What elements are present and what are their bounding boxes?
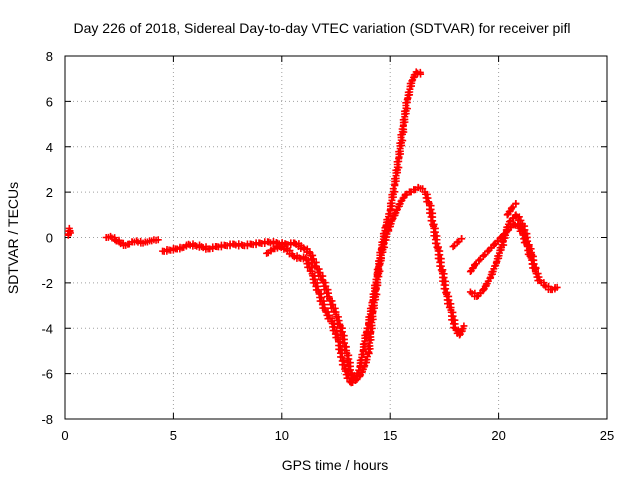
series-seg-late-a	[421, 188, 468, 339]
data-point	[391, 188, 399, 196]
y-tick-label: -2	[41, 276, 53, 291]
series-seg-start	[64, 224, 74, 239]
y-tick-label: 6	[46, 94, 53, 109]
data-point	[508, 204, 516, 212]
data-point	[458, 235, 466, 243]
data-point	[389, 185, 397, 193]
data-point	[316, 269, 324, 277]
data-point	[66, 229, 74, 237]
y-tick-label: -4	[41, 321, 53, 336]
x-tick-label: 15	[383, 428, 397, 443]
data-point	[343, 367, 351, 375]
data-points	[64, 68, 561, 387]
y-tick-label: -8	[41, 412, 53, 427]
data-point	[324, 308, 332, 316]
data-point	[309, 251, 317, 259]
data-point	[475, 256, 483, 264]
data-point	[531, 265, 539, 273]
y-tick-label: -6	[41, 367, 53, 382]
chart-title: Day 226 of 2018, Sidereal Day-to-day VTE…	[74, 20, 571, 36]
data-point	[309, 255, 317, 263]
x-tick-label: 0	[61, 428, 68, 443]
axis-ticks: 0 5 10 15 20 25 -8 -6 -4 -2 0 2 4 6 8	[41, 49, 614, 443]
series-seg-early	[102, 232, 162, 249]
data-point	[471, 261, 479, 269]
x-axis-label: GPS time / hours	[282, 457, 389, 473]
data-point	[512, 199, 520, 207]
data-point	[553, 283, 561, 291]
data-point	[344, 371, 352, 379]
data-point	[374, 279, 382, 287]
data-point	[154, 236, 162, 244]
x-tick-label: 25	[600, 428, 614, 443]
data-point	[417, 70, 425, 78]
y-tick-label: 0	[46, 231, 53, 246]
y-axis-label: SDTVAR / TECUs	[5, 182, 21, 294]
data-point	[534, 270, 542, 278]
x-tick-label: 5	[170, 428, 177, 443]
y-tick-label: 2	[46, 185, 53, 200]
y-tick-label: 4	[46, 140, 53, 155]
data-point	[466, 288, 474, 296]
data-point	[535, 273, 543, 281]
series-seg-late-b	[449, 235, 466, 251]
data-point	[359, 340, 367, 348]
data-point	[386, 199, 394, 207]
x-tick-label: 10	[275, 428, 289, 443]
series-seg-late-e	[503, 199, 520, 219]
data-point	[460, 322, 468, 330]
series-seg-main-b	[263, 68, 425, 387]
grid-lines	[65, 56, 607, 419]
series-seg-late-d	[466, 211, 540, 300]
y-tick-label: 8	[46, 49, 53, 64]
data-point	[369, 290, 377, 298]
data-point	[315, 265, 323, 273]
x-tick-label: 20	[491, 428, 505, 443]
data-point	[372, 275, 380, 283]
series-seg-late-c	[466, 220, 561, 294]
data-point	[449, 243, 457, 251]
data-point	[479, 252, 487, 260]
